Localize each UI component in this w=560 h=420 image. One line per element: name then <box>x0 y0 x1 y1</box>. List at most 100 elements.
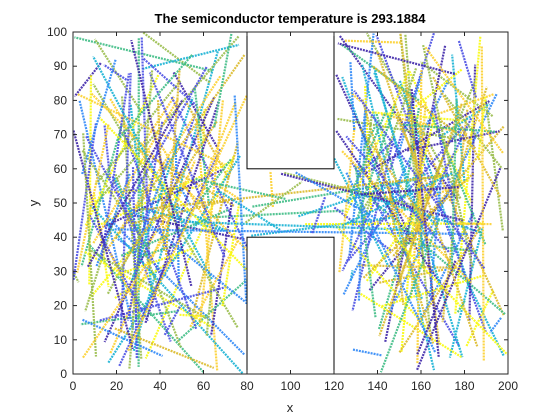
trajectory-segment <box>185 102 230 179</box>
trajectory-segment <box>353 90 486 270</box>
trajectory-segment <box>341 43 420 102</box>
trajectory-segment <box>448 228 484 358</box>
x-tick-label: 60 <box>197 379 211 393</box>
trajectory-segment <box>128 70 154 369</box>
trajectory-segment <box>99 285 227 322</box>
trajectory-segment <box>346 112 387 203</box>
trajectory-segment <box>244 181 303 224</box>
trajectory-segment <box>341 172 453 227</box>
trajectory-segment <box>349 62 356 131</box>
x-tick-label: 20 <box>110 379 124 393</box>
trajectory-segment <box>396 240 478 253</box>
trajectory-segment <box>142 43 240 70</box>
trajectory-segment <box>388 187 405 306</box>
trajectory-segment <box>114 327 215 369</box>
trajectory-segment <box>454 35 482 314</box>
y-tick-label: 80 <box>54 93 68 107</box>
obstacle-boxes <box>246 31 335 375</box>
trajectory-segment <box>357 109 367 301</box>
trajectory-segment <box>114 236 143 257</box>
trajectory-segment <box>438 102 490 139</box>
trajectory-segment <box>484 99 504 231</box>
x-tick-label: 140 <box>367 379 387 393</box>
x-tick-label: 40 <box>153 379 167 393</box>
trajectory-segment <box>335 225 429 330</box>
x-tick-label: 100 <box>280 379 300 393</box>
trajectory-segment <box>310 196 327 234</box>
trajectory-segment <box>422 44 474 267</box>
y-tick-label: 0 <box>60 367 67 381</box>
trajectory-segment <box>345 172 437 353</box>
trajectory-segment <box>489 317 502 334</box>
y-tick-label: 90 <box>54 59 68 73</box>
trajectory-segment <box>156 100 166 251</box>
trajectory-segment <box>109 159 197 354</box>
trajectory-segment <box>345 135 450 253</box>
trajectory-segment <box>179 186 192 207</box>
trajectory-segment <box>88 180 190 300</box>
trajectory-segment <box>116 53 194 141</box>
trajectory-segment <box>429 182 442 296</box>
obstacle-box-2 <box>246 236 335 375</box>
trajectory-segment <box>104 214 245 356</box>
trajectory-segment <box>163 305 182 336</box>
trajectory-segment <box>377 197 420 330</box>
trajectory-segment <box>129 207 246 303</box>
trajectory-segment <box>269 170 274 208</box>
trajectory-segment <box>354 164 377 318</box>
trajectory-segment <box>415 260 457 356</box>
trajectory-segment <box>178 279 248 341</box>
trajectory-segment <box>379 219 440 373</box>
trajectory-segment <box>457 40 478 98</box>
trajectory-segment <box>365 148 459 282</box>
trajectory-segment <box>477 96 487 160</box>
trajectory-segment <box>279 172 464 222</box>
trajectory-segment <box>103 63 128 81</box>
trajectory-segment <box>424 45 504 154</box>
trajectory-segment <box>127 95 248 352</box>
trajectory-segment <box>411 116 505 316</box>
trajectory-segment <box>80 124 123 267</box>
trajectory-segment <box>372 65 477 150</box>
x-tick-label: 160 <box>411 379 431 393</box>
trajectory-segment <box>394 178 402 199</box>
trajectory-segment <box>359 128 436 235</box>
trajectory-segment <box>121 120 218 267</box>
trajectory-segment <box>480 46 485 361</box>
trajectory-segment <box>113 177 140 230</box>
trajectory-segment <box>123 66 208 212</box>
trajectory-segment <box>213 33 233 128</box>
trajectory-segment <box>448 86 488 202</box>
trajectory-segment <box>92 55 213 280</box>
x-axis-label: x <box>287 400 294 415</box>
trajectory-segment <box>233 95 248 305</box>
trajectory-segment <box>82 133 98 357</box>
trajectory-segment <box>358 264 456 269</box>
trajectory-segment <box>379 268 445 284</box>
y-tick-label: 40 <box>54 230 68 244</box>
trajectory-segment <box>337 42 456 76</box>
y-tick-label: 30 <box>54 264 68 278</box>
trajectory-segment <box>443 94 503 170</box>
trajectory-segment <box>182 220 405 231</box>
trajectory-segment <box>204 102 237 178</box>
trajectory-segment <box>341 193 380 272</box>
y-axis-ticks: 0 10 20 30 40 50 60 70 80 90 100 <box>47 25 508 381</box>
trajectory-segment <box>131 97 194 281</box>
y-tick-label: 50 <box>54 196 68 210</box>
y-tick-label: 100 <box>47 25 67 39</box>
trajectory-segment <box>349 270 354 281</box>
trajectory-segment <box>90 92 248 251</box>
trajectory-segment <box>410 101 427 298</box>
trajectory-segment <box>357 137 396 177</box>
trajectory-segment <box>87 248 208 320</box>
trajectory-segment <box>130 39 193 287</box>
trajectory-segment <box>384 45 447 343</box>
trajectory-segment <box>383 226 508 356</box>
trajectory-segment <box>85 135 163 278</box>
y-tick-label: 70 <box>54 128 68 142</box>
trajectory-segment <box>344 39 402 44</box>
trajectory-segment <box>107 155 242 364</box>
trajectory-segment <box>349 159 461 348</box>
